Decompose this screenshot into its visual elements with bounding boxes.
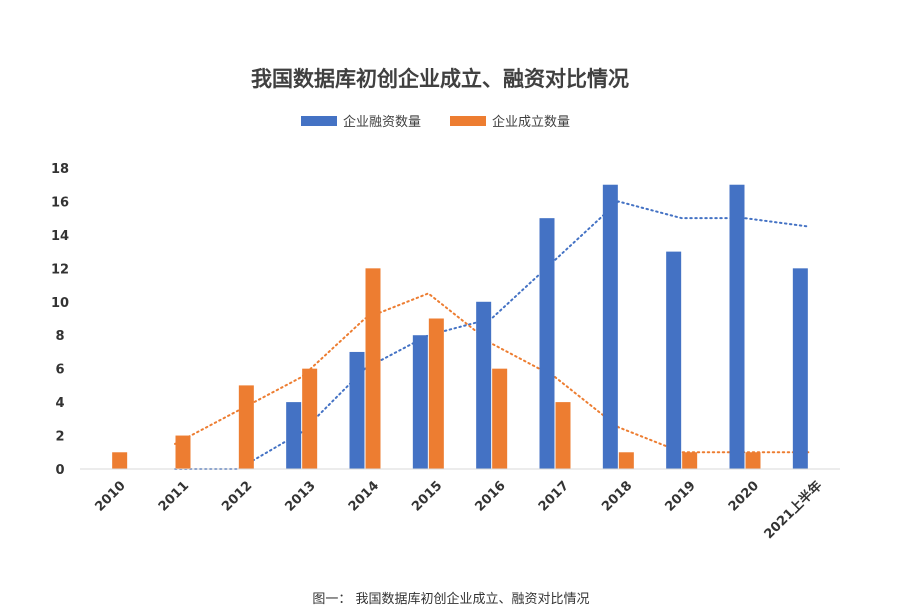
bar-financing-2014 bbox=[349, 351, 365, 469]
x-tick-label: 2017 bbox=[536, 478, 572, 514]
y-tick-label: 4 bbox=[55, 396, 64, 411]
bar-established-2015 bbox=[428, 318, 444, 469]
trendline-financing bbox=[174, 200, 810, 470]
figure-caption: 图一： 我国数据库初创企业成立、融资对比情况 bbox=[312, 591, 589, 607]
bar-established-2014 bbox=[365, 268, 381, 469]
y-axis-ticks: 0 2 4 6 8 10 12 14 16 18 bbox=[51, 162, 69, 478]
y-tick-label: 6 bbox=[55, 363, 64, 378]
x-tick-label: 2021上半年 bbox=[761, 478, 825, 542]
y-tick-label: 2 bbox=[55, 430, 64, 445]
bar-established-2011 bbox=[175, 435, 191, 469]
x-axis-ticks: 2010 2011 2012 2013 2014 2015 2016 2017 2018 2019… bbox=[93, 478, 826, 542]
bar-established-2016 bbox=[492, 368, 508, 469]
x-tick-label: 2011 bbox=[156, 478, 192, 514]
x-tick-label: 2014 bbox=[346, 478, 382, 514]
y-tick-label: 10 bbox=[51, 296, 69, 311]
chart-title: 我国数据库初创企业成立、融资对比情况 bbox=[251, 67, 629, 91]
bar-financing-2020 bbox=[729, 184, 745, 469]
legend-label-financing: 企业融资数量 bbox=[343, 114, 421, 130]
x-tick-label: 2015 bbox=[409, 478, 445, 514]
y-tick-label: 16 bbox=[51, 195, 69, 210]
bar-established-2019 bbox=[682, 452, 698, 469]
x-tick-label: 2020 bbox=[726, 478, 762, 514]
legend-swatch-financing bbox=[301, 116, 337, 126]
y-tick-label: 18 bbox=[51, 162, 69, 177]
trend-lines bbox=[174, 200, 810, 470]
bar-established-2010 bbox=[112, 452, 128, 469]
bar-financing-2016 bbox=[476, 301, 492, 469]
bar-financing-2015 bbox=[412, 335, 428, 469]
bar-established-2012 bbox=[238, 385, 254, 469]
x-tick-label: 2010 bbox=[93, 478, 129, 514]
bar-financing-2017 bbox=[539, 218, 555, 469]
bar-financing-2018 bbox=[602, 184, 618, 469]
y-tick-label: 8 bbox=[55, 329, 64, 344]
x-tick-label: 2019 bbox=[663, 478, 699, 514]
x-tick-label: 2016 bbox=[473, 478, 509, 514]
bar-established-2020 bbox=[745, 452, 761, 469]
bar-financing-2019 bbox=[666, 251, 682, 469]
x-tick-label: 2018 bbox=[599, 478, 635, 514]
y-tick-label: 14 bbox=[51, 229, 69, 244]
legend-swatch-established bbox=[450, 116, 486, 126]
bars bbox=[112, 184, 808, 469]
y-tick-label: 12 bbox=[51, 262, 69, 277]
bar-financing-2021上半年 bbox=[792, 268, 808, 469]
trendline-established bbox=[174, 292, 810, 454]
bar-established-2018 bbox=[618, 452, 634, 469]
legend: 企业融资数量 企业成立数量 bbox=[301, 114, 570, 130]
bar-established-2013 bbox=[302, 368, 318, 469]
legend-label-established: 企业成立数量 bbox=[492, 114, 570, 130]
x-tick-label: 2013 bbox=[283, 478, 319, 514]
x-tick-label: 2012 bbox=[219, 478, 255, 514]
bar-established-2017 bbox=[555, 402, 571, 469]
bar-financing-2013 bbox=[286, 402, 302, 469]
y-tick-label: 0 bbox=[55, 463, 64, 478]
